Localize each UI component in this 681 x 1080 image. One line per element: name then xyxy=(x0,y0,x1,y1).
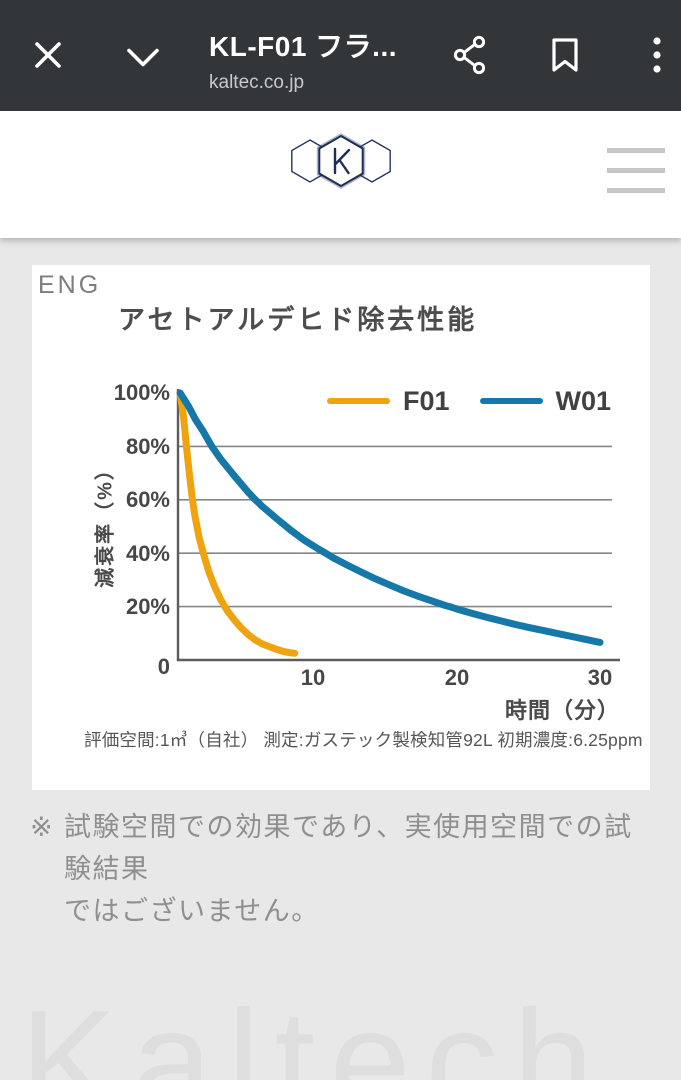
bookmark-icon xyxy=(552,38,578,72)
hamburger-icon xyxy=(607,168,665,173)
line-chart-plot xyxy=(176,389,620,662)
series-curve-f01 xyxy=(176,389,299,657)
series-curve-w01 xyxy=(176,389,604,646)
chevron-down-icon xyxy=(127,48,159,67)
chart-card: アセトアルデヒド除去性能 F01 W01 100% 80% 60% 40% 20… xyxy=(32,265,650,790)
note-line-1: 試験空間での効果であり、実使用空間での試験結果 xyxy=(64,812,633,884)
y-tick-20: 20% xyxy=(125,594,170,619)
kaltech-logo[interactable] xyxy=(289,123,393,201)
hamburger-icon xyxy=(607,188,665,193)
note-text: 試験空間での効果であり、実使用空間での試験結果 ではございません。 xyxy=(64,806,657,932)
legend-label-f01: F01 xyxy=(403,385,450,416)
overflow-menu-button[interactable] xyxy=(652,36,662,74)
note-marker: ※ xyxy=(30,812,55,842)
close-icon xyxy=(35,42,61,68)
bookmark-button[interactable] xyxy=(550,36,580,74)
legend-swatch-f01 xyxy=(327,398,390,404)
kaltech-watermark: Kaltech xyxy=(20,980,609,1080)
legend-swatch-w01 xyxy=(479,398,543,404)
y-tick-100: 100% xyxy=(113,380,170,405)
y-tick-80: 80% xyxy=(125,434,170,459)
share-icon xyxy=(453,35,486,75)
hamburger-icon xyxy=(607,148,665,153)
x-tick-10: 10 xyxy=(300,665,326,690)
page-content: アセトアルデヒド除去性能 F01 W01 100% 80% 60% 40% 20… xyxy=(0,238,681,932)
legend-label-w01: W01 xyxy=(555,385,612,416)
y-tick-40: 40% xyxy=(125,541,170,566)
y-axis-title: 減衰率（%） xyxy=(94,458,117,588)
chart-title: アセトアルデヒド除去性能 xyxy=(118,305,478,335)
chart-footnote: 評価空間:1㎥（自社） 測定:ガステック製検知管92L 初期濃度:6.25ppm xyxy=(84,730,643,750)
chart-legend: F01 W01 xyxy=(327,385,611,417)
three-dot-menu-icon xyxy=(653,37,661,73)
share-button[interactable] xyxy=(450,34,490,76)
note-line-2: ではございません。 xyxy=(64,896,320,926)
x-tick-20: 20 xyxy=(444,665,470,690)
site-header: ENG xyxy=(0,111,681,299)
y-tick-0: 0 xyxy=(157,654,170,679)
collapse-button[interactable] xyxy=(125,47,161,68)
close-button[interactable] xyxy=(29,36,67,74)
disclaimer-note: ※ 試験空間での効果であり、実使用空間での試験結果 ではございません。 xyxy=(30,806,657,932)
browser-topbar: KL-F01 フラ... kaltec.co.jp xyxy=(0,0,681,111)
page-title: KL-F01 フラ... xyxy=(209,31,398,62)
x-axis-title: 時間（分） xyxy=(504,698,620,723)
kaltech-logo-icon xyxy=(290,133,391,189)
language-toggle-eng[interactable]: ENG xyxy=(38,271,102,299)
hamburger-menu-button[interactable] xyxy=(607,148,667,193)
page-title-block[interactable]: KL-F01 フラ... kaltec.co.jp xyxy=(209,25,397,94)
x-tick-30: 30 xyxy=(587,665,613,690)
page-url: kaltec.co.jp xyxy=(209,72,305,93)
y-tick-60: 60% xyxy=(125,487,170,512)
